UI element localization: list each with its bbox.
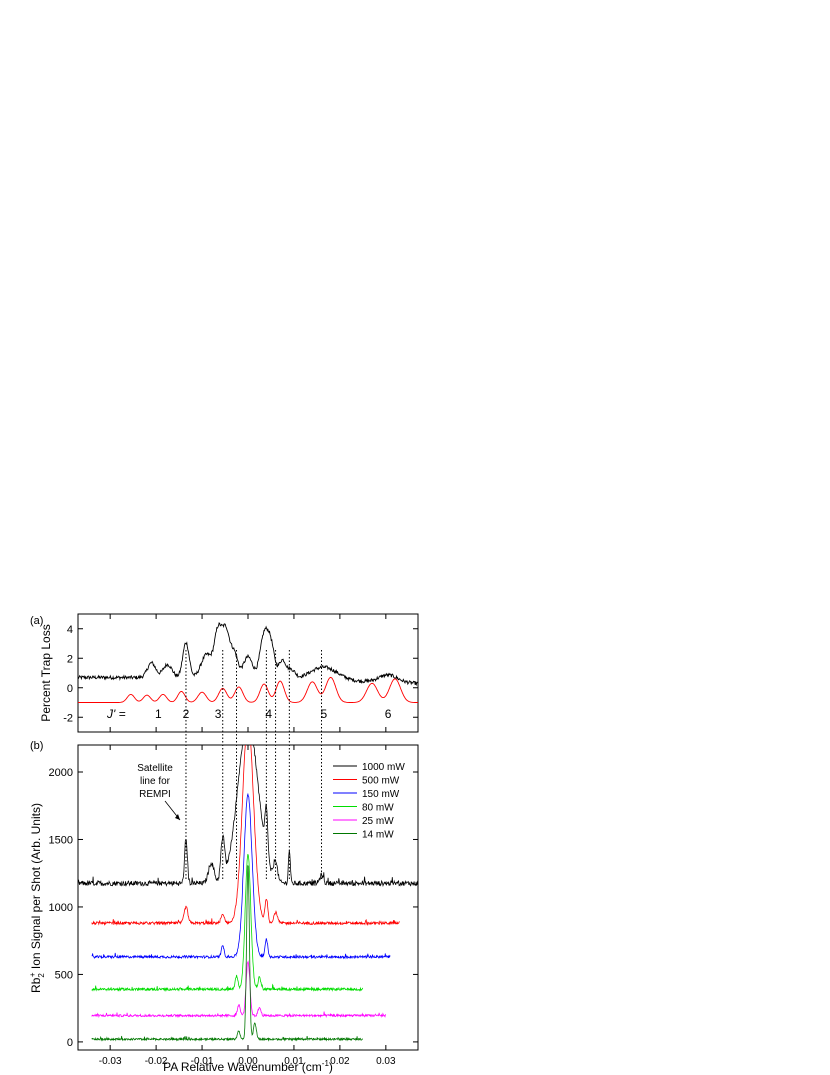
series-line-500-mW [91, 745, 400, 926]
x-axis-label: PA Relative Wavenumber (cm-1) [163, 1059, 333, 1074]
legend-label: 14 mW [362, 830, 394, 841]
panel-b-xtick-label: 0.02 [330, 1056, 350, 1067]
panel-b-xtick-label: -0.03 [99, 1056, 122, 1067]
x-label-sup: -1 [322, 1059, 330, 1068]
jprime-label-3: 3 [215, 707, 222, 721]
panel-b-xtick-label: 0.03 [376, 1056, 396, 1067]
panel-b-ytick-label: 2000 [49, 767, 73, 779]
legend-label: 25 mW [362, 816, 394, 827]
jprime-prefix: J' = [106, 707, 126, 721]
panel-a-label: (a) [30, 615, 43, 627]
panel-a-y-axis-label: Percent Trap Loss [39, 624, 53, 721]
x-label-main: PA Relative Wavenumber (cm [163, 1060, 322, 1074]
annotation-line-3: REMPI [139, 789, 171, 800]
series-line-150-mW [91, 792, 391, 960]
panel-b-ytick-label: 1000 [49, 902, 73, 914]
jprime-label-4: 4 [265, 707, 272, 721]
legend: 1000 mW 500 mW 150 mW 80 mW 25 mW 14 mW [333, 762, 405, 841]
series-line-25-mW [91, 960, 386, 1019]
series-line-80-mW [91, 853, 364, 992]
jprime-label-6: 6 [385, 707, 392, 721]
panel-a: (a) Percent Trap Loss -2 0 2 4 J' = 1 2 3 4 5 6 [30, 613, 419, 733]
panel-a-ytick-label: -2 [63, 712, 73, 724]
panel-b-xtick-label: 0.01 [284, 1056, 304, 1067]
dotted-guide-lines [185, 650, 323, 880]
legend-label: 80 mW [362, 803, 394, 814]
panel-a-ticks: -2 0 2 4 [63, 614, 418, 732]
panel-a-ytick-label: 4 [67, 624, 73, 636]
panel-a-series [77, 622, 419, 703]
y-label-rest: Ion Signal per Shot (Arb. Units) [29, 803, 43, 972]
legend-label: 150 mW [362, 789, 400, 800]
panel-b-xtick-label: 0.00 [238, 1056, 258, 1067]
satellite-annotation: Satellite line for REMPI [137, 763, 181, 821]
panel-b-label: (b) [30, 740, 43, 752]
jprime-label-1: 1 [155, 707, 162, 721]
panel-b-ytick-label: 500 [55, 969, 73, 981]
panel-a-series-line-0 [77, 622, 419, 687]
annotation-line-1: Satellite [137, 763, 173, 774]
legend-label: 500 mW [362, 776, 400, 787]
y-label-rb: Rb [29, 977, 43, 993]
panel-b-xtick-label: -0.01 [191, 1056, 214, 1067]
series-line-14-mW [91, 865, 364, 1042]
y-label-sup: + [28, 972, 37, 977]
panel-b-y-axis-label: Rb2+ Ion Signal per Shot (Arb. Units) [28, 803, 46, 993]
series-line-1000-mW [78, 745, 418, 887]
panel-b-series [78, 745, 418, 1042]
panel-b-ticks: 0 500 1000 1500 2000 -0.03 -0.02 -0.01 0.00 0.01 0… [49, 745, 418, 1067]
panel-a-series-line-1 [78, 676, 418, 703]
annotation-line-2: line for [140, 776, 171, 787]
panel-b-xtick-label: -0.02 [145, 1056, 168, 1067]
panel-b-ytick-label: 1500 [49, 834, 73, 846]
y-label-sub: 2 [37, 973, 46, 978]
panel-a-ytick-label: 0 [67, 683, 73, 695]
panel-a-jprime-labels: J' = 123456 [106, 707, 392, 721]
jprime-label-5: 5 [320, 707, 327, 721]
panel-a-frame [77, 613, 419, 733]
annotation-arrowhead [175, 814, 180, 820]
panel-b-ytick-label: 0 [67, 1037, 73, 1049]
panel-a-ytick-label: 2 [67, 653, 73, 665]
legend-label: 1000 mW [362, 762, 405, 773]
x-label-end: ) [329, 1060, 333, 1074]
